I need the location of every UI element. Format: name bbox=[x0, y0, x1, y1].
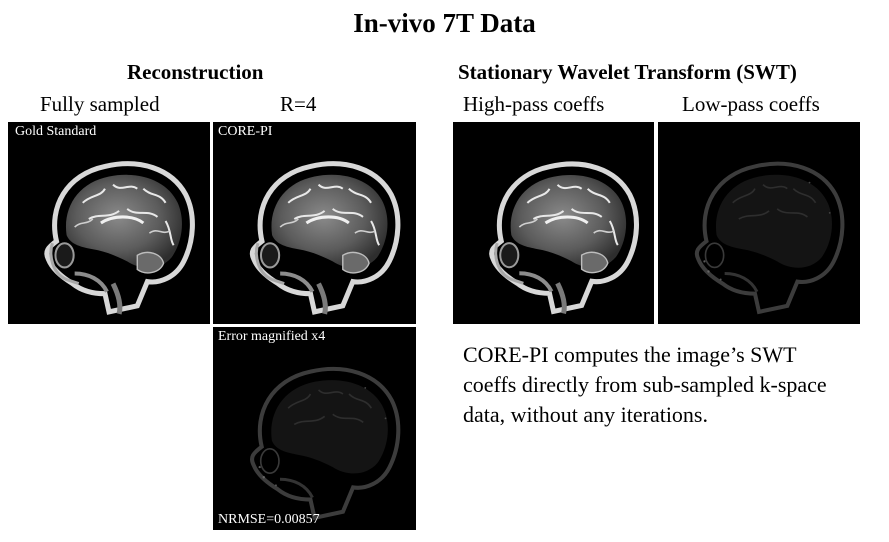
r4-label: R=4 bbox=[280, 92, 317, 116]
high-pass-panel bbox=[453, 122, 654, 324]
low-pass-label: Low-pass coeffs bbox=[682, 92, 820, 116]
figure-title: In-vivo 7T Data bbox=[353, 8, 536, 38]
gold-standard-panel: Gold Standard bbox=[8, 122, 210, 324]
gold-standard-mri-image bbox=[8, 122, 210, 324]
nrmse-value: NRMSE=0.00857 bbox=[218, 512, 320, 527]
low-pass-coeffs-image bbox=[658, 122, 860, 324]
low-pass-panel bbox=[658, 122, 860, 324]
core-pi-mri-image bbox=[213, 122, 416, 324]
fully-sampled-label: Fully sampled bbox=[40, 92, 160, 116]
swt-heading: Stationary Wavelet Transform (SWT) bbox=[458, 60, 797, 84]
gold-standard-label: Gold Standard bbox=[15, 124, 97, 139]
error-panel-label: Error magnified x4 bbox=[218, 329, 326, 344]
reconstruction-heading: Reconstruction bbox=[127, 60, 264, 84]
description-line-2: coeffs directly from sub-sampled k-space bbox=[463, 372, 827, 397]
description-text: CORE-PI computes the image’s SWT coeffs … bbox=[463, 340, 883, 430]
core-pi-label: CORE-PI bbox=[218, 124, 273, 139]
error-panel: Error magnified x4 NRMSE=0.00857 bbox=[213, 327, 416, 530]
error-map-image bbox=[213, 327, 416, 530]
high-pass-label: High-pass coeffs bbox=[463, 92, 605, 116]
description-line-3: data, without any iterations. bbox=[463, 402, 708, 427]
description-line-1: CORE-PI computes the image’s SWT bbox=[463, 342, 797, 367]
core-pi-panel: CORE-PI bbox=[213, 122, 416, 324]
high-pass-coeffs-image bbox=[453, 122, 654, 324]
